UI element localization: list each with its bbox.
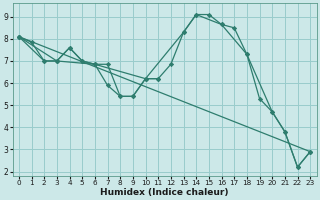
X-axis label: Humidex (Indice chaleur): Humidex (Indice chaleur) [100,188,229,197]
